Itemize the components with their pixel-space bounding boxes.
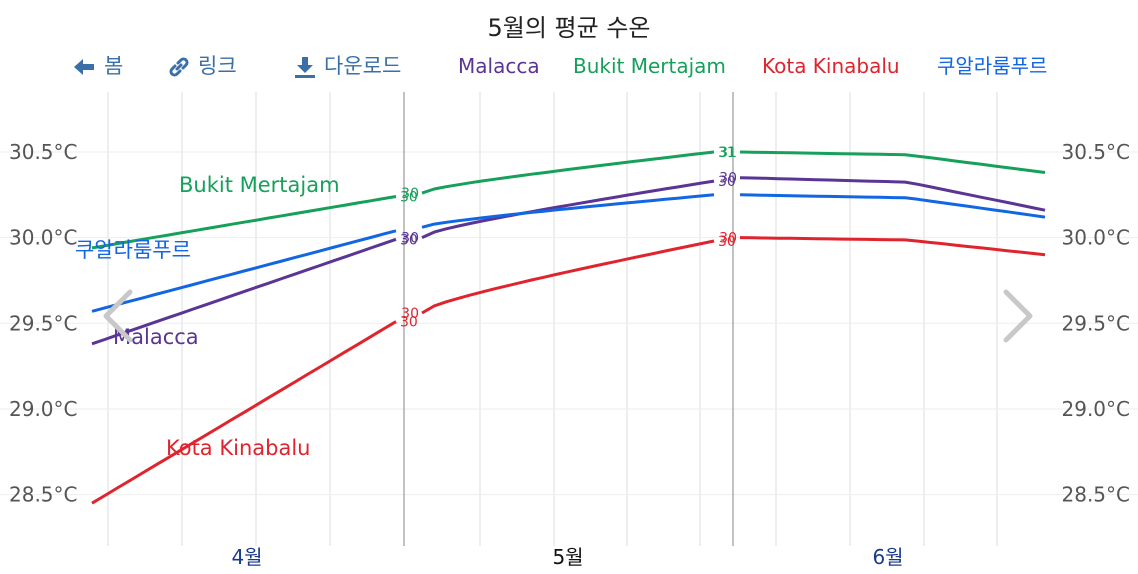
y-tick-label-right: 30.5°C <box>1062 140 1131 164</box>
back-button[interactable]: 봄 <box>72 50 123 82</box>
data-label-start: 30 <box>401 231 419 247</box>
series-line-3-period-0 <box>91 229 397 313</box>
data-label-end: 30 <box>400 315 418 331</box>
series-line-1-period-0 <box>91 195 397 250</box>
data-label-end: 30 <box>718 174 736 190</box>
arrow-left-icon <box>74 59 94 75</box>
x-month-label: 4월 <box>231 545 262 569</box>
y-tick-label-right: 30.0°C <box>1062 226 1131 250</box>
data-label-start: 30 <box>401 306 419 322</box>
series-line-2-period-1 <box>421 239 715 315</box>
y-tick-label-left: 29.0°C <box>9 397 78 421</box>
y-tick-label-right: 29.5°C <box>1062 311 1131 335</box>
chart-title: 5월의 평균 수온 <box>487 14 651 42</box>
series-line-1-period-2 <box>739 150 1046 174</box>
y-tick-label-right: 28.5°C <box>1062 483 1131 507</box>
chevron-right-icon[interactable] <box>1003 289 1033 343</box>
series-inline-label: Bukit Mertajam <box>179 173 340 197</box>
data-label-start: 31 <box>719 145 737 161</box>
series-line-0-period-2 <box>739 176 1046 212</box>
back-label: 봄 <box>104 54 124 78</box>
link-label: 링크 <box>198 54 237 78</box>
data-label-start: 30 <box>719 231 737 247</box>
download-icon <box>295 57 315 78</box>
link-icon <box>169 57 189 77</box>
toolbar: 봄 링크 다운로드 Malacca Bukit Mertajam Kota Ki… <box>0 50 1138 82</box>
y-tick-label-left: 29.5°C <box>9 311 78 335</box>
data-label-end: 30 <box>718 234 736 250</box>
chevron-left-icon[interactable] <box>103 289 133 343</box>
y-tick-label-left: 30.0°C <box>9 226 78 250</box>
series-line-3-period-2 <box>739 193 1046 219</box>
y-tick-label-right: 29.0°C <box>1062 397 1131 421</box>
x-month-label: 5월 <box>552 545 583 569</box>
legend-item-kota-kinabalu[interactable]: Kota Kinabalu <box>762 54 900 78</box>
series-inline-label: 쿠알라룸푸르 <box>75 238 191 262</box>
data-label-end: 30 <box>400 190 418 206</box>
legend-item-malacca[interactable]: Malacca <box>458 54 540 78</box>
legend-item-kuala-lumpur[interactable]: 쿠알라룸푸르 <box>937 54 1048 78</box>
x-month-label: 6월 <box>872 545 903 569</box>
data-label-end: 30 <box>400 232 418 248</box>
series-line-1-period-1 <box>421 150 715 195</box>
legend-item-bukit-mertajam[interactable]: Bukit Mertajam <box>573 54 726 78</box>
y-tick-label-left: 28.5°C <box>9 483 78 507</box>
series-inline-label: Kota Kinabalu <box>166 436 310 460</box>
y-tick-label-left: 30.5°C <box>9 140 78 164</box>
link-button[interactable]: 링크 <box>168 50 237 82</box>
data-label-start: 30 <box>401 186 419 202</box>
series-line-0-period-0 <box>91 237 397 346</box>
series-line-3-period-1 <box>421 193 715 229</box>
data-label-end: 31 <box>718 145 736 161</box>
download-button[interactable]: 다운로드 <box>294 50 401 82</box>
download-label: 다운로드 <box>324 54 402 78</box>
series-line-2-period-2 <box>739 236 1046 257</box>
series-line-0-period-1 <box>421 179 715 239</box>
data-label-start: 30 <box>719 171 737 187</box>
series-line-2-period-0 <box>91 320 397 505</box>
